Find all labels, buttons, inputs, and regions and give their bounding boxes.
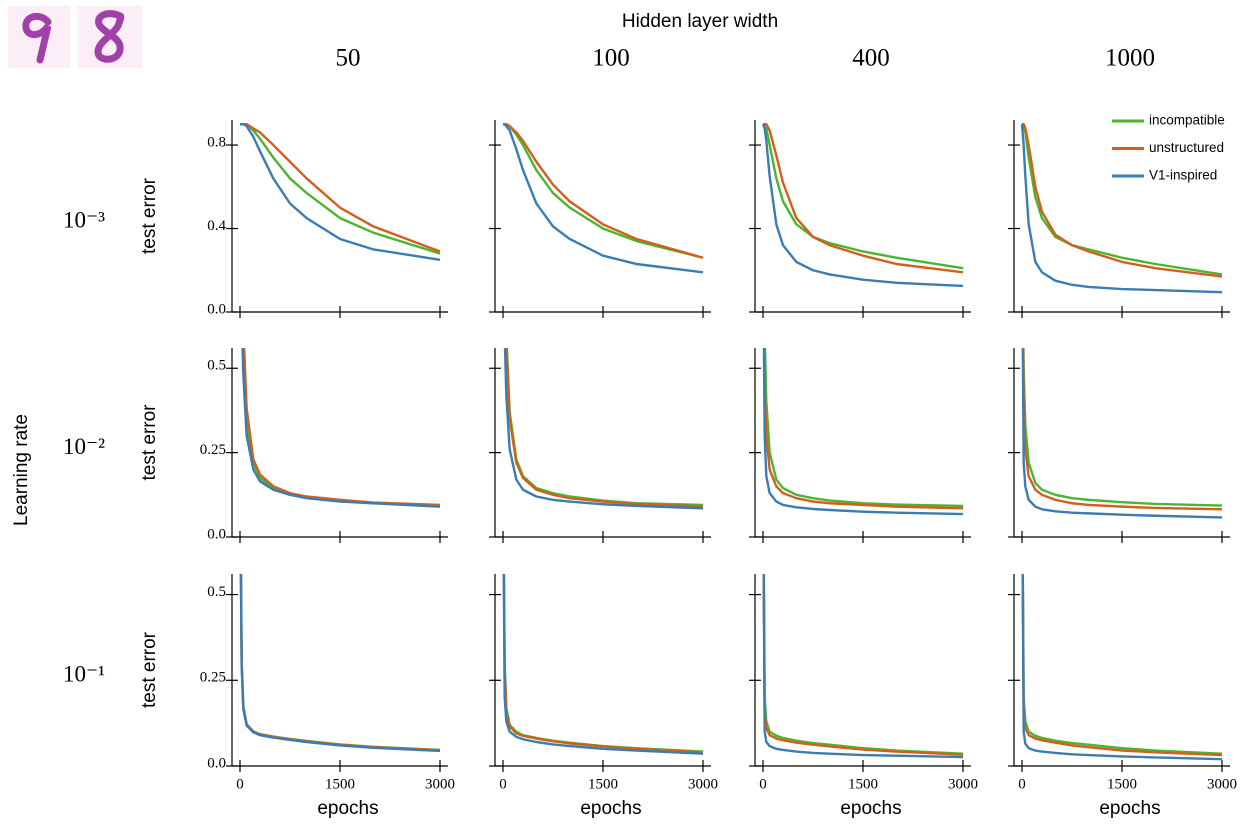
lines — [503, 122, 704, 274]
lines — [761, 122, 964, 288]
series-line — [242, 348, 441, 507]
panel: 0.0 0.25 0.5 0 1500 3000 test error epochs — [139, 574, 455, 819]
series-line — [1021, 574, 1223, 757]
panel — [749, 120, 971, 318]
series-line — [762, 574, 964, 755]
panel: incompatible unstructured V1-inspired — [1008, 113, 1230, 318]
x-tick-label: 3000 — [425, 776, 455, 792]
legend-label: incompatible — [1149, 113, 1225, 128]
series-line — [761, 123, 964, 288]
y-axis-label: test error — [139, 404, 160, 481]
series-line — [505, 348, 704, 508]
x-tick-label: 0 — [1018, 776, 1026, 792]
column-label: 1000 — [1105, 45, 1155, 72]
digit-stroke — [94, 10, 125, 63]
x-tick-label: 1500 — [325, 776, 355, 792]
series-line — [240, 122, 441, 262]
lines — [503, 348, 704, 510]
y-tick-label: 0.25 — [200, 670, 226, 686]
lines — [762, 348, 964, 516]
y-tick-label: 0.5 — [207, 584, 226, 600]
lines — [1021, 574, 1223, 761]
series-line — [503, 122, 704, 259]
series-line — [240, 122, 441, 255]
lines — [239, 574, 441, 753]
series-line — [502, 574, 704, 755]
column-label: 400 — [852, 45, 890, 72]
panel: 0.0 0.25 0.5 test error — [139, 348, 448, 543]
row-title: Learning rate — [11, 414, 32, 526]
x-axis-label: epochs — [840, 798, 901, 819]
y-tick-label: 0.0 — [207, 755, 226, 771]
panel — [489, 348, 711, 543]
series-line — [503, 122, 704, 274]
column-title: Hidden layer width — [622, 11, 778, 32]
y-axis-label: test error — [139, 631, 160, 708]
row-label: 10⁻² — [63, 434, 105, 459]
series-line — [241, 348, 441, 508]
series-line — [503, 348, 704, 510]
series-line — [505, 348, 704, 507]
x-tick-label: 3000 — [1207, 776, 1237, 792]
x-tick-label: 3000 — [688, 776, 718, 792]
panel — [749, 348, 971, 543]
y-axis-label: test error — [139, 177, 160, 254]
panel — [1008, 348, 1230, 543]
column-label: 50 — [336, 45, 361, 72]
lines — [1021, 348, 1223, 519]
series-line — [763, 348, 964, 510]
lines — [1020, 122, 1223, 294]
y-tick-label: 0.4 — [207, 218, 226, 234]
x-axis-label: epochs — [1099, 798, 1160, 819]
series-line — [1021, 348, 1223, 511]
x-tick-label: 0 — [236, 776, 244, 792]
panel: 0 1500 3000 epochs — [749, 574, 978, 819]
lines — [241, 348, 441, 508]
lines — [240, 122, 441, 262]
x-tick-label: 1500 — [588, 776, 618, 792]
row-label: 10⁻¹ — [63, 661, 105, 686]
series-line — [762, 348, 964, 516]
panel: 0 1500 3000 epochs — [489, 574, 718, 819]
x-tick-label: 3000 — [948, 776, 978, 792]
panel: 0.0 0.4 0.8 test error — [139, 120, 448, 318]
digit-thumbnails — [8, 6, 142, 68]
panel — [489, 120, 711, 318]
series-line — [1022, 122, 1223, 278]
y-tick-label: 0.0 — [207, 301, 226, 317]
x-tick-label: 1500 — [848, 776, 878, 792]
series-line — [762, 574, 964, 756]
row-label: 10⁻³ — [63, 207, 105, 232]
y-tick-label: 0.25 — [200, 442, 226, 458]
y-tick-label: 0.8 — [207, 134, 226, 150]
lines — [502, 574, 704, 755]
x-tick-label: 1500 — [1107, 776, 1137, 792]
series-line — [1021, 348, 1223, 519]
series-line — [1021, 574, 1223, 761]
series-line — [763, 348, 964, 508]
series-line — [763, 122, 964, 274]
lines — [762, 574, 964, 759]
y-tick-label: 0.0 — [207, 526, 226, 542]
legend-label: unstructured — [1149, 140, 1224, 155]
series-line — [242, 348, 441, 507]
series-line — [1020, 124, 1223, 294]
series-line — [763, 122, 964, 270]
legend-label: V1-inspired — [1149, 168, 1217, 183]
x-axis-label: epochs — [580, 798, 641, 819]
panel: 0 1500 3000 epochs — [1008, 574, 1237, 819]
digit-stroke — [22, 12, 52, 64]
series-line — [240, 122, 441, 253]
series-line — [762, 574, 964, 759]
series-line — [239, 574, 441, 753]
series-line — [503, 122, 704, 259]
x-tick-label: 0 — [759, 776, 767, 792]
x-tick-label: 0 — [499, 776, 507, 792]
column-label: 100 — [592, 45, 630, 72]
y-tick-label: 0.5 — [207, 358, 226, 374]
series-line — [1022, 348, 1223, 507]
x-axis-label: epochs — [317, 798, 378, 819]
